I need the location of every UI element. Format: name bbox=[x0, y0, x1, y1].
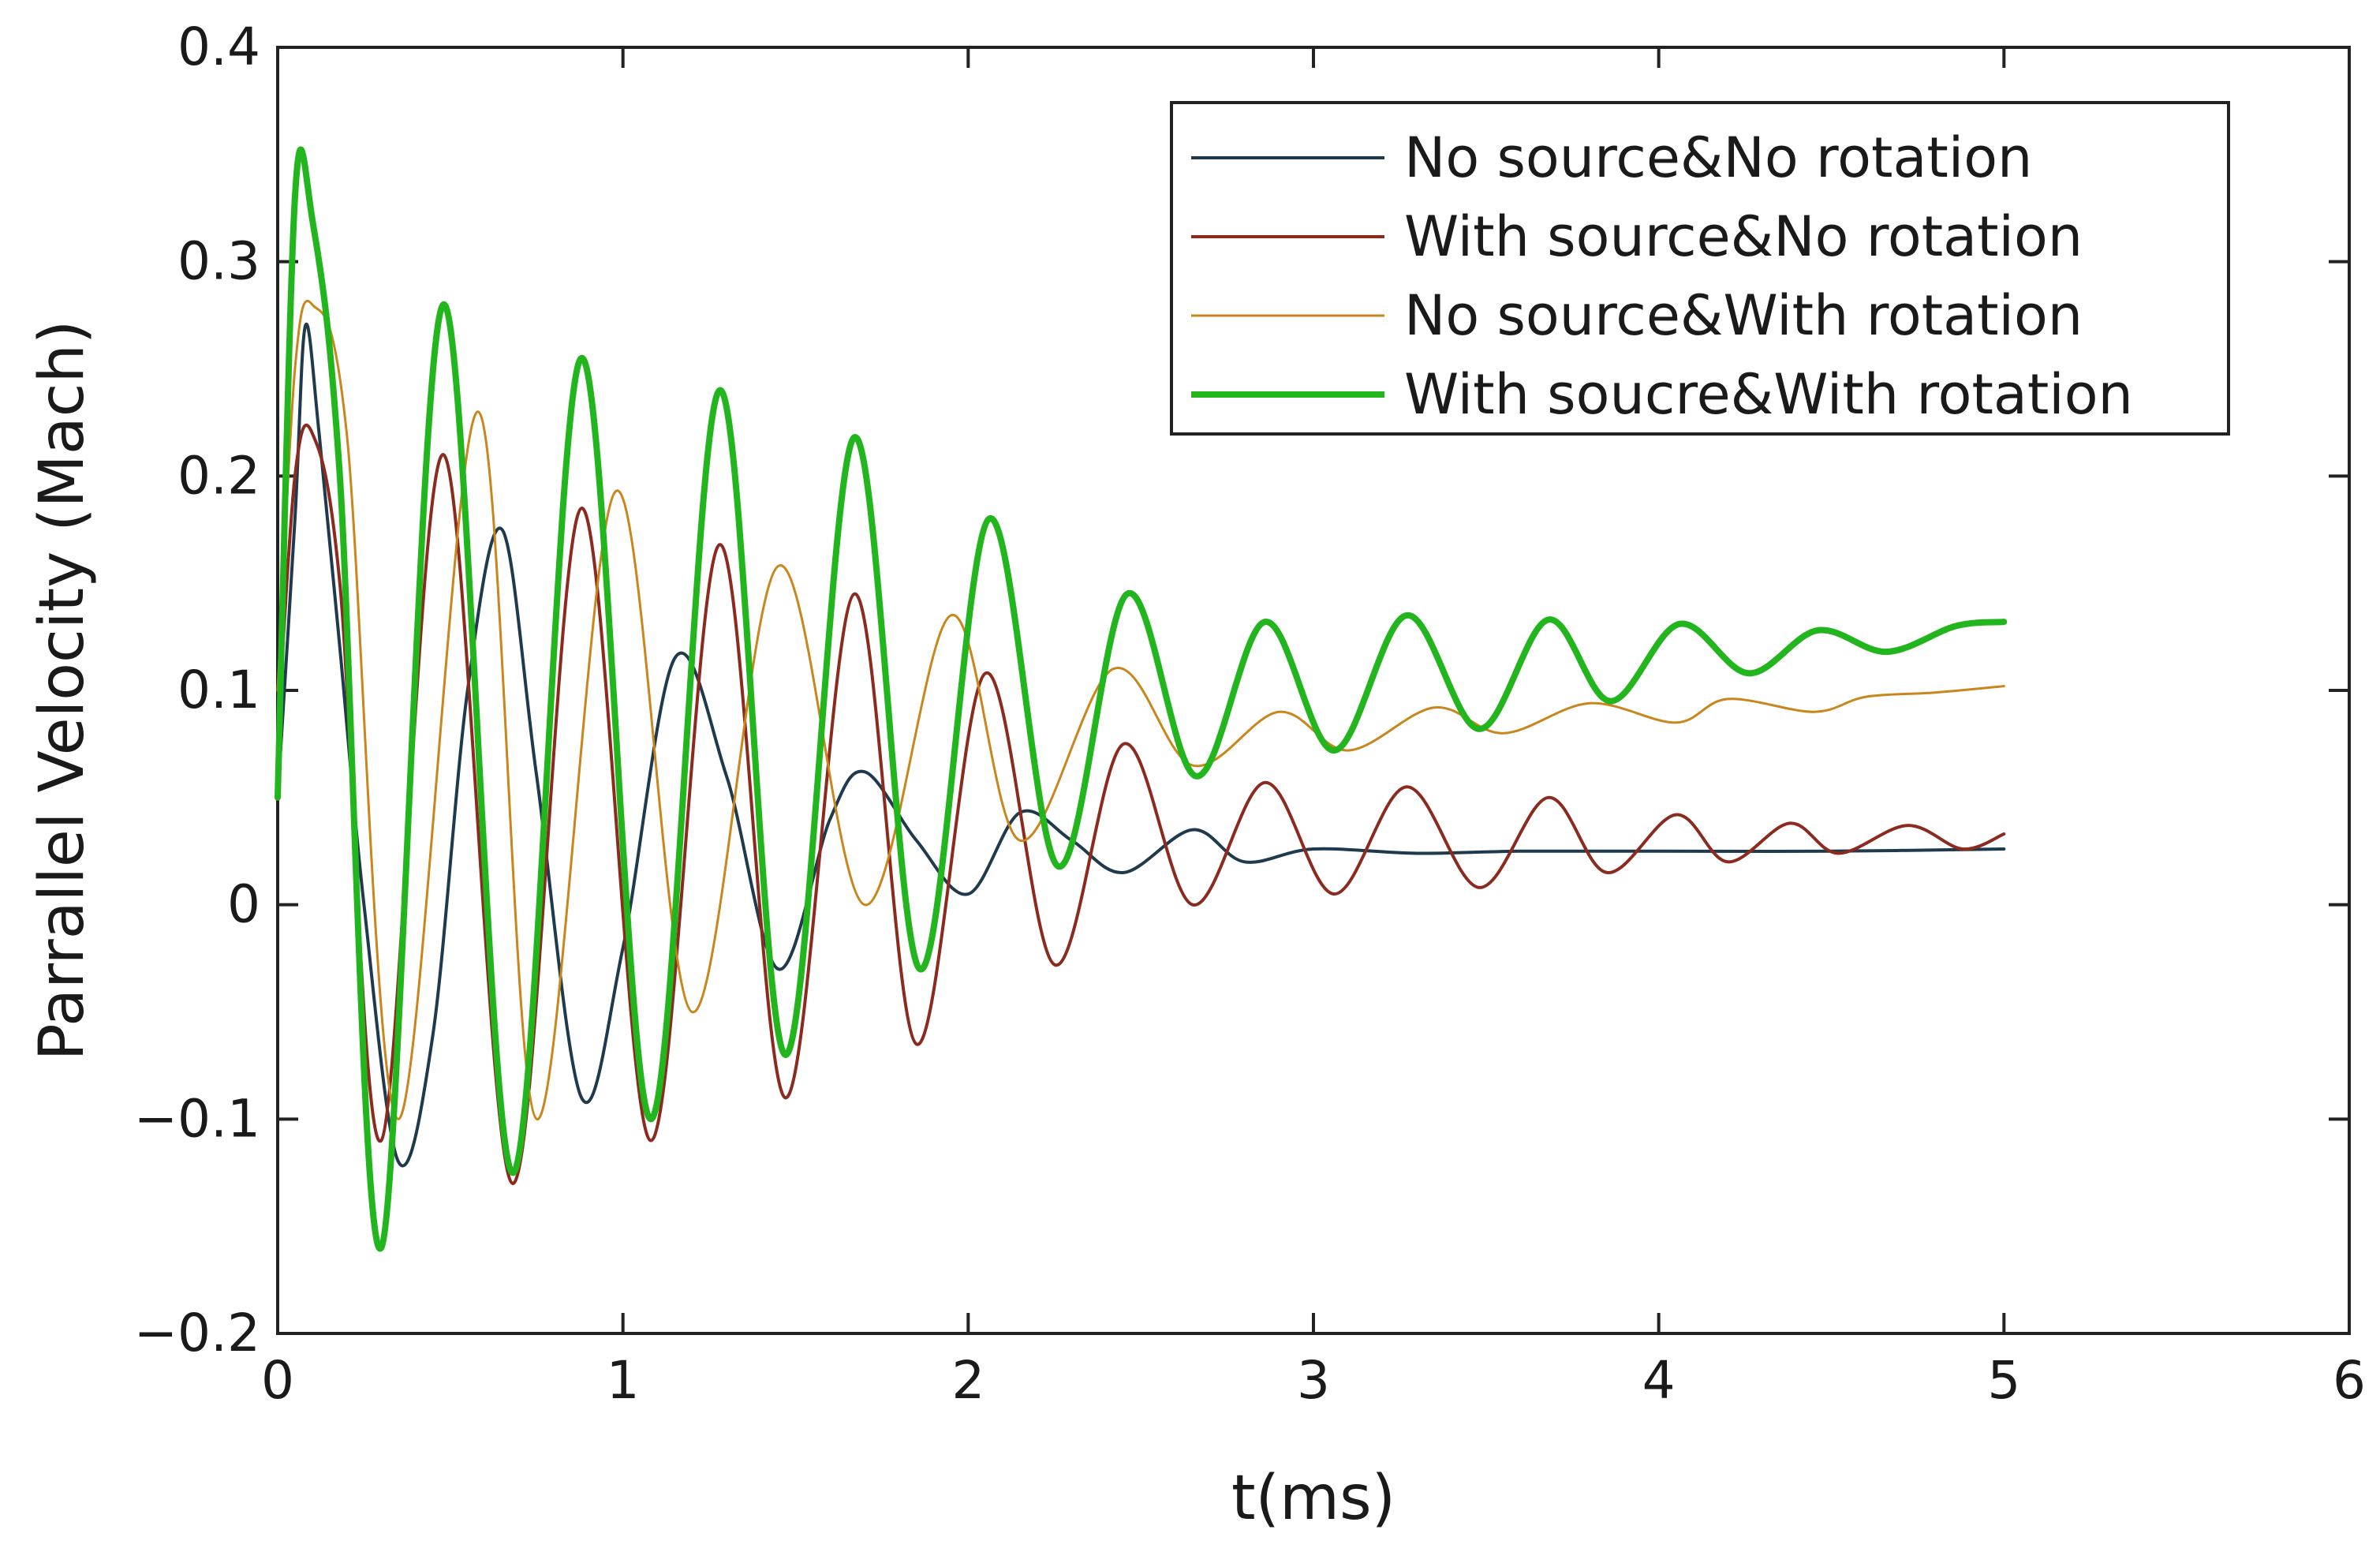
series-line-2 bbox=[276, 423, 2006, 1185]
legend-label-4: With soucre&With rotation bbox=[1404, 362, 2133, 427]
x-tick-label: 2 bbox=[951, 1350, 985, 1411]
y-tick-label: 0.4 bbox=[177, 17, 260, 77]
x-tick-label: 4 bbox=[1642, 1350, 1676, 1411]
x-tick-label: 3 bbox=[1297, 1350, 1330, 1411]
y-tick-label: 0.2 bbox=[177, 445, 260, 506]
x-axis-ticks: 0 1 2 3 4 5 6 bbox=[261, 47, 2366, 1411]
x-tick-label: 5 bbox=[1987, 1350, 2020, 1411]
x-tick-label: 0 bbox=[261, 1350, 294, 1411]
y-axis-title: Parrallel Velocity (Mach) bbox=[27, 320, 98, 1061]
x-tick-label: 6 bbox=[2333, 1350, 2366, 1411]
y-tick-label: 0.3 bbox=[177, 231, 260, 292]
legend-label-2: With source&No rotation bbox=[1404, 204, 2083, 269]
legend-label-1: No source&No rotation bbox=[1404, 125, 2032, 190]
y-axis-ticks: −0.2 −0.1 0 0.1 0.2 0.3 0.4 bbox=[134, 17, 2349, 1363]
y-tick-label: −0.2 bbox=[134, 1303, 260, 1363]
series-lines bbox=[275, 146, 2008, 1252]
x-axis-title: t(ms) bbox=[1231, 1463, 1395, 1534]
series-line-4 bbox=[275, 146, 2008, 1252]
y-tick-label: 0 bbox=[227, 874, 260, 935]
y-tick-label: 0.1 bbox=[177, 660, 260, 720]
legend: No source&No rotation With source&No rota… bbox=[1170, 101, 2230, 436]
y-tick-label: −0.1 bbox=[134, 1088, 260, 1149]
x-tick-label: 1 bbox=[607, 1350, 640, 1411]
legend-label-3: No source&With rotation bbox=[1404, 283, 2083, 348]
